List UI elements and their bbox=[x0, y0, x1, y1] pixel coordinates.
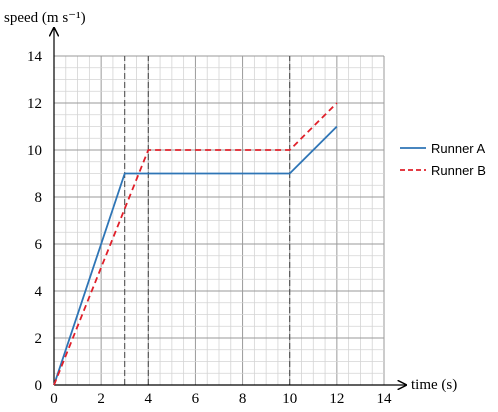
series-layer bbox=[53, 102, 338, 386]
grid bbox=[54, 55, 385, 385]
x-tick-label: 12 bbox=[329, 391, 344, 407]
x-tick-label: 14 bbox=[377, 391, 393, 407]
x-tick-label: 0 bbox=[50, 391, 58, 407]
axes bbox=[54, 28, 406, 385]
series-line-runner-b bbox=[53, 102, 338, 386]
y-tick-label: 6 bbox=[35, 237, 43, 253]
y-tick-label: 0 bbox=[35, 378, 43, 394]
y-tick-label: 10 bbox=[27, 143, 42, 159]
y-tick-label: 4 bbox=[35, 284, 43, 300]
x-tick-label: 8 bbox=[239, 391, 247, 407]
x-axis-label: time (s) bbox=[411, 377, 457, 393]
y-tick-label: 14 bbox=[27, 49, 43, 65]
y-tick-label: 8 bbox=[35, 190, 43, 206]
legend-label-runner-b: Runner B bbox=[431, 163, 486, 178]
series-line-runner-a bbox=[53, 125, 338, 386]
y-tick-label: 12 bbox=[27, 96, 42, 112]
y-tick-label: 2 bbox=[35, 331, 43, 347]
x-tick-label: 10 bbox=[282, 391, 297, 407]
legend-label-runner-a: Runner A bbox=[431, 141, 486, 156]
legend: Runner A Runner B bbox=[400, 141, 486, 178]
tick-labels: 0 2 4 6 8 10 12 14 0 2 4 6 8 10 12 14 bbox=[27, 49, 392, 407]
x-tick-label: 4 bbox=[145, 391, 153, 407]
reference-lines bbox=[124, 56, 291, 385]
x-tick-label: 6 bbox=[192, 391, 200, 407]
y-axis-label: speed (m s⁻¹) bbox=[4, 10, 86, 26]
x-tick-label: 2 bbox=[97, 391, 105, 407]
